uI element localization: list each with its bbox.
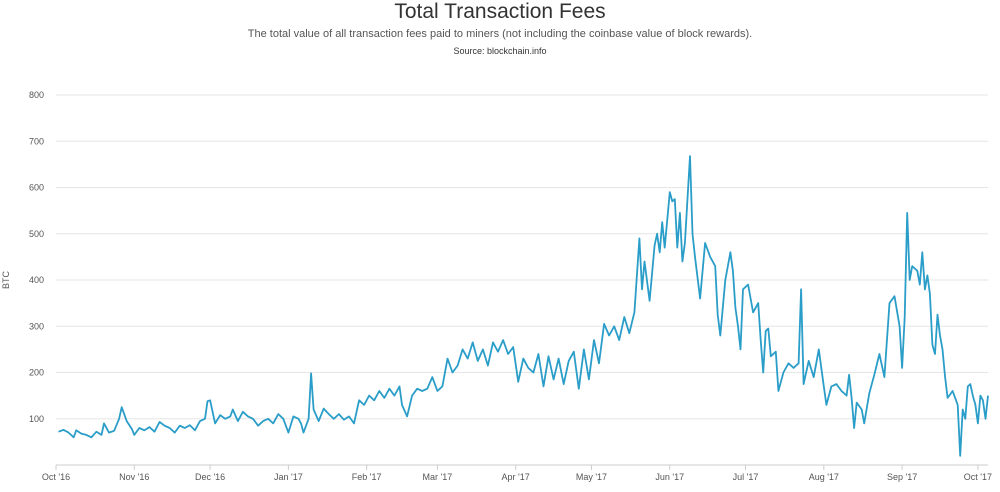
x-tick-label: Dec '16 (195, 472, 225, 482)
x-tick-label: Nov '16 (119, 472, 149, 482)
y-tick-label: 800 (29, 90, 44, 100)
x-tick-label: Oct '16 (42, 472, 70, 482)
x-tick-label: Oct '17 (964, 472, 992, 482)
y-axis-label: BTC (1, 270, 11, 289)
series-line[interactable] (58, 155, 989, 457)
y-tick-label: 700 (29, 136, 44, 146)
gridlines (56, 94, 988, 466)
y-tick-label: 600 (29, 183, 44, 193)
y-axis-ticks: 100 200 300 400 500 600 700 800 (29, 90, 44, 424)
x-tick-label: Jul '17 (733, 472, 759, 482)
x-tick-label: Apr '17 (502, 472, 530, 482)
chart-subtitle: The total value of all transaction fees … (247, 28, 753, 40)
y-tick-label: 500 (29, 229, 44, 239)
x-tick-label: Jan '17 (274, 472, 303, 482)
y-tick-label: 200 (29, 368, 44, 378)
x-tick-label: May '17 (576, 472, 607, 482)
chart-title: Total Transaction Fees (394, 0, 606, 23)
x-axis-ticks: Oct '16 Nov '16 Dec '16 Jan '17 Feb '17 Mar '… (42, 465, 992, 482)
y-tick-label: 100 (29, 414, 44, 424)
y-tick-label: 400 (29, 275, 44, 285)
x-tick-label: Aug '17 (809, 472, 839, 482)
x-tick-label: Mar '17 (423, 472, 453, 482)
chart-source: Source: blockchain.info (453, 46, 547, 56)
x-tick-label: Feb '17 (352, 472, 382, 482)
y-tick-label: 300 (29, 321, 44, 331)
x-tick-label: Jun '17 (655, 472, 684, 482)
x-tick-label: Sep '17 (887, 472, 917, 482)
